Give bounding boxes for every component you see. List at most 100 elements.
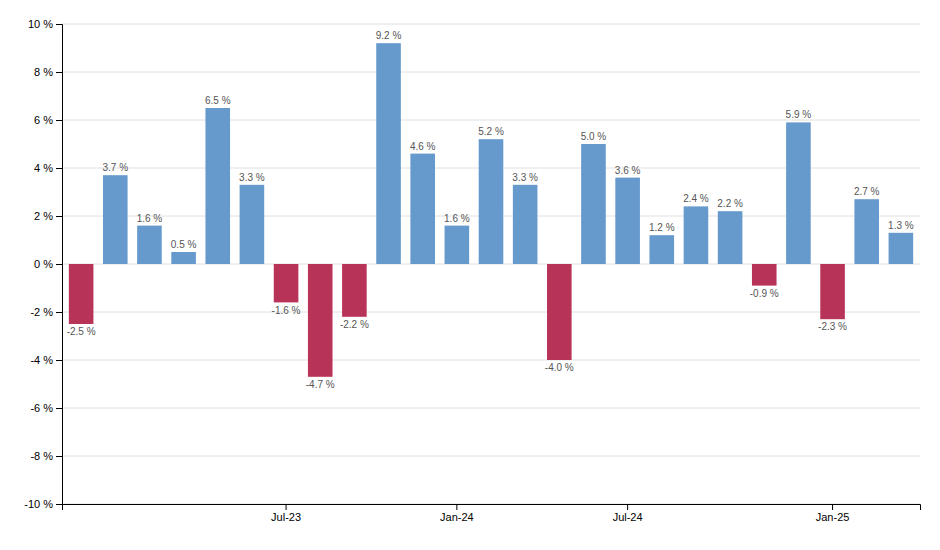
grid-line — [62, 456, 920, 457]
tick: 0 % — [34, 258, 62, 270]
bar — [274, 264, 299, 302]
tick: 8 % — [34, 66, 62, 78]
tick-label: -4 % — [30, 354, 53, 366]
tick: -2 % — [30, 306, 62, 318]
data-label: 1.6 % — [444, 213, 470, 224]
bar — [615, 178, 640, 264]
tick-label: Jul-23 — [271, 511, 301, 523]
tick-mark — [456, 504, 457, 510]
tick-label: 4 % — [34, 162, 53, 174]
bar — [342, 264, 367, 317]
bar — [513, 185, 538, 264]
tick-label: -8 % — [30, 450, 53, 462]
data-label: 9.2 % — [376, 30, 402, 41]
tick-label: -10 % — [24, 498, 53, 510]
bar — [854, 199, 879, 264]
bar — [684, 206, 709, 264]
bars — [69, 43, 913, 377]
tick-mark — [56, 312, 62, 313]
bar — [889, 233, 914, 264]
grid-line — [62, 408, 920, 409]
data-label: 5.2 % — [478, 126, 504, 137]
grid-line — [62, 360, 920, 361]
bar — [171, 252, 196, 264]
tick: -10 % — [24, 498, 62, 510]
x-axis: Jul-23 Jan-24 Jul-24 Jan-25 — [63, 504, 921, 523]
data-label: 1.6 % — [137, 213, 163, 224]
bar — [547, 264, 572, 360]
tick-label: Jan-25 — [816, 511, 850, 523]
grid-line — [62, 72, 920, 73]
data-label: 0.5 % — [171, 239, 197, 250]
tick-label: 2 % — [34, 210, 53, 222]
bar — [820, 264, 845, 319]
grid-line — [62, 24, 920, 25]
plot: -10 % -8 % -6 % -4 % -2 % 0 % 2 % 4 % 6 % 8 % 10 %… — [24, 18, 920, 523]
tick-label: Jul-24 — [613, 511, 643, 523]
tick: 10 % — [28, 18, 62, 30]
data-label: 1.3 % — [888, 220, 914, 231]
data-label: 2.2 % — [717, 198, 743, 209]
data-labels: -2.5 %3.7 %1.6 %0.5 %6.5 %3.3 %-1.6 %-4.… — [67, 30, 914, 390]
data-label: -2.5 % — [67, 326, 96, 337]
tick: 6 % — [34, 114, 62, 126]
tick-label: -6 % — [30, 402, 53, 414]
tick-mark — [56, 168, 62, 169]
tick: -8 % — [30, 450, 62, 462]
tick-label: -2 % — [30, 306, 53, 318]
tick-mark — [832, 504, 833, 510]
data-label: 3.6 % — [615, 165, 641, 176]
data-label: -4.0 % — [545, 362, 574, 373]
tick: Jan-24 — [440, 504, 474, 523]
tick-mark — [56, 120, 62, 121]
axis-line — [56, 25, 63, 505]
data-label: -2.3 % — [818, 321, 847, 332]
chart-svg: -10 % -8 % -6 % -4 % -2 % 0 % 2 % 4 % 6 % 8 % 10 %… — [0, 0, 940, 550]
data-label: -1.6 % — [272, 305, 301, 316]
tick-mark — [56, 360, 62, 361]
tick-label: 10 % — [28, 18, 53, 30]
bar — [786, 122, 811, 264]
tick: 2 % — [34, 210, 62, 222]
tick-label: Jan-24 — [440, 511, 474, 523]
bar — [581, 144, 606, 264]
tick-mark — [56, 408, 62, 409]
bar — [376, 43, 401, 264]
tick-mark — [627, 504, 628, 510]
bar — [410, 154, 435, 264]
tick-label: 8 % — [34, 66, 53, 78]
tick-mark — [56, 72, 62, 73]
data-label: 5.0 % — [581, 131, 607, 142]
y-axis: -10 % -8 % -6 % -4 % -2 % 0 % 2 % 4 % 6 % 8 % 10 % — [24, 18, 62, 510]
data-label: 1.2 % — [649, 222, 675, 233]
data-label: 2.4 % — [683, 193, 709, 204]
bar — [479, 139, 504, 264]
data-label: 5.9 % — [786, 109, 812, 120]
data-label: 3.3 % — [512, 172, 538, 183]
tick: -4 % — [30, 354, 62, 366]
tick-mark — [56, 24, 62, 25]
bar — [752, 264, 777, 286]
data-label: 3.3 % — [239, 172, 265, 183]
data-label: 2.7 % — [854, 186, 880, 197]
axis-line — [63, 505, 921, 511]
tick: 4 % — [34, 162, 62, 174]
tick-mark — [56, 456, 62, 457]
bar — [69, 264, 94, 324]
bar — [240, 185, 265, 264]
bar — [649, 235, 674, 264]
bar — [718, 211, 743, 264]
grid — [62, 24, 920, 504]
tick-label: 0 % — [34, 258, 53, 270]
bar — [205, 108, 230, 264]
data-label: 6.5 % — [205, 95, 231, 106]
tick: Jan-25 — [816, 504, 850, 523]
bar — [445, 226, 470, 264]
data-label: -0.9 % — [750, 288, 779, 299]
tick: Jul-24 — [613, 504, 643, 523]
chart-container: -10 % -8 % -6 % -4 % -2 % 0 % 2 % 4 % 6 % 8 % 10 %… — [0, 0, 940, 550]
data-label: -4.7 % — [306, 379, 335, 390]
tick-mark — [286, 504, 287, 510]
tick-mark — [56, 216, 62, 217]
bar — [308, 264, 333, 377]
